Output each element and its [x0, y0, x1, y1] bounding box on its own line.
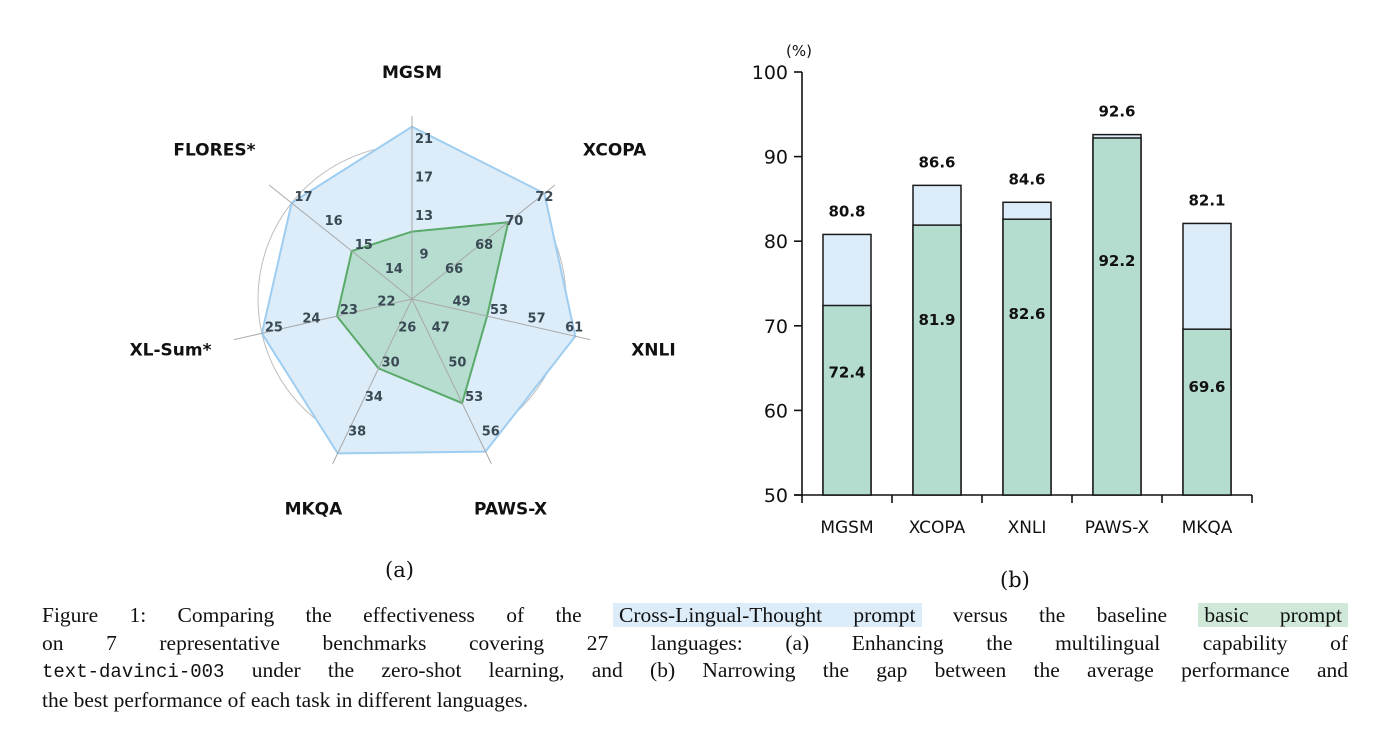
radar-tick-flores-16: 16: [325, 214, 343, 229]
x-category-mkqa: MKQA: [1182, 518, 1233, 538]
y-unit-label: (%): [786, 42, 812, 60]
caption-prefix: Figure 1: Comparing the effectiveness of…: [42, 603, 582, 627]
bar-label-average-mgsm: 72.4: [828, 364, 865, 382]
figure-caption: Figure 1: Comparing the effectiveness of…: [42, 602, 1348, 714]
bar-label-best-mgsm: 80.8: [828, 202, 865, 220]
radar-tick-xcopa-70: 70: [505, 214, 523, 229]
radar-tick-xl-sum-25: 25: [265, 320, 283, 335]
bar-label-average-mkqa: 69.6: [1188, 378, 1225, 396]
radar-axis-label-paws-x: PAWS-X: [474, 500, 547, 520]
radar-tick-mkqa-30: 30: [382, 355, 400, 370]
radar-tick-mkqa-34: 34: [365, 390, 383, 405]
radar-spoke-mkqa: [332, 298, 413, 464]
caption-mid: versus the baseline: [952, 603, 1168, 627]
radar-tick-xnli-53: 53: [490, 303, 508, 318]
caption-highlight-basic: basic prompt: [1198, 603, 1348, 627]
radar-tick-xcopa-68: 68: [475, 238, 493, 253]
radar-series: [260, 125, 577, 455]
bar-label-best-xcopa: 86.6: [918, 153, 955, 171]
y-tick-label-80: 80: [764, 231, 788, 253]
radar-tick-labels: 9 13 17 21 66 68 70 72 49 53 57 61 47 50 53 56 26 30 34 38 2…: [265, 132, 583, 440]
caption-line-2: on 7 representative benchmarks covering …: [42, 630, 1348, 655]
radar-tick-paws-x-50: 50: [448, 355, 466, 370]
bar-label-best-mkqa: 82.1: [1188, 191, 1225, 209]
radar-spoke-xl-sum: [233, 298, 413, 341]
bar-axes: 50 60 70 80 90 100 MGSM XCOPA XNLI PAWS-X MKQA: [752, 62, 1253, 538]
radar-axis-names: MGSM XCOPA XNLI PAWS-X MKQA XL-Sum* FLORES*: [130, 63, 676, 520]
radar-tick-flores-14: 14: [385, 262, 403, 277]
bar-bars: [822, 133, 1232, 496]
radar-tick-xl-sum-22: 22: [377, 295, 395, 310]
radar-tick-xcopa-72: 72: [535, 190, 553, 205]
radar-tick-xl-sum-23: 23: [340, 303, 358, 318]
radar-tick-xnli-61: 61: [565, 320, 583, 335]
radar-tick-mkqa-38: 38: [348, 425, 366, 440]
y-tick-label-70: 70: [764, 316, 788, 338]
radar-axis-label-mgsm: MGSM: [382, 63, 442, 83]
panel-label-b: (b): [1000, 568, 1030, 592]
bar-average-paws-x: [1092, 137, 1142, 496]
radar-tick-mgsm-17: 17: [415, 171, 433, 186]
radar-tick-xnli-49: 49: [452, 295, 470, 310]
radar-axis-label-flores: FLORES*: [173, 140, 255, 160]
caption-line-3-rest: under the zero-shot learning, and (b) Na…: [251, 658, 1349, 682]
y-tick-label-60: 60: [764, 400, 788, 422]
radar-axis-label-xl-sum: XL-Sum*: [130, 341, 212, 361]
caption-model-name: text-davinci-003: [42, 661, 225, 683]
radar-spoke-paws-x: [411, 298, 492, 464]
caption-highlight-clt: Cross-Lingual-Thought prompt: [613, 603, 922, 627]
radar-tick-mkqa-26: 26: [398, 321, 416, 336]
radar-series-basic-prompt: [335, 221, 510, 405]
radar-tick-flores-15: 15: [355, 238, 373, 253]
radar-tick-xcopa-66: 66: [445, 262, 463, 277]
y-tick-label-90: 90: [764, 147, 788, 169]
bar-label-best-xnli: 84.6: [1008, 170, 1045, 188]
radar-spoke-flores: [268, 184, 413, 300]
radar-axis-label-xcopa: XCOPA: [583, 140, 647, 160]
bar-average-xnli: [1002, 218, 1052, 496]
bar-label-average-paws-x: 92.2: [1098, 252, 1135, 270]
radar-tick-paws-x-53: 53: [465, 390, 483, 405]
caption-line-4: the best performance of each task in dif…: [42, 687, 529, 712]
bar-average-xcopa: [912, 224, 962, 496]
bar-average-mgsm: [822, 304, 872, 496]
y-tick-label-100: 100: [752, 62, 788, 84]
radar-tick-xnli-57: 57: [528, 312, 546, 327]
radar-tick-flores-17: 17: [295, 190, 313, 205]
x-category-paws-x: PAWS-X: [1085, 518, 1150, 538]
radar-spoke-xcopa: [411, 184, 556, 300]
radar-spoke-xnli: [411, 298, 591, 341]
radar-axis-label-mkqa: MKQA: [285, 500, 344, 520]
x-category-xnli: XNLI: [1008, 518, 1047, 538]
radar-tick-xl-sum-24: 24: [302, 312, 320, 327]
radar-chart: 9 13 17 21 66 68 70 72 49 53 57 61 47 50 53 56 26 30 34 38 2…: [130, 63, 676, 520]
radar-axis-label-xnli: XNLI: [631, 341, 676, 361]
bar-label-best-paws-x: 92.6: [1098, 103, 1135, 121]
bar-label-average-xnli: 82.6: [1008, 305, 1045, 323]
panel-label-a: (a): [385, 558, 414, 582]
radar-tick-mgsm-13: 13: [415, 209, 433, 224]
bar-label-average-xcopa: 81.9: [918, 311, 955, 329]
bar-chart: (%) 50 60 70 80 90 100 MGSM XCOPA XNLI PAWS-X MKQA…: [752, 42, 1253, 538]
bar-labels: 80.8 72.4 86.6 81.9 84.6 82.6 92.6 92.2 82.1 69.6: [828, 103, 1225, 397]
radar-tick-paws-x-56: 56: [482, 425, 500, 440]
x-category-mgsm: MGSM: [820, 518, 873, 538]
x-category-xcopa: XCOPA: [909, 518, 966, 538]
radar-tick-mgsm-21: 21: [415, 132, 433, 147]
radar-tick-mgsm-9: 9: [419, 248, 428, 263]
bar-average-mkqa: [1182, 328, 1232, 496]
y-tick-label-50: 50: [764, 485, 788, 507]
radar-tick-paws-x-47: 47: [432, 321, 450, 336]
